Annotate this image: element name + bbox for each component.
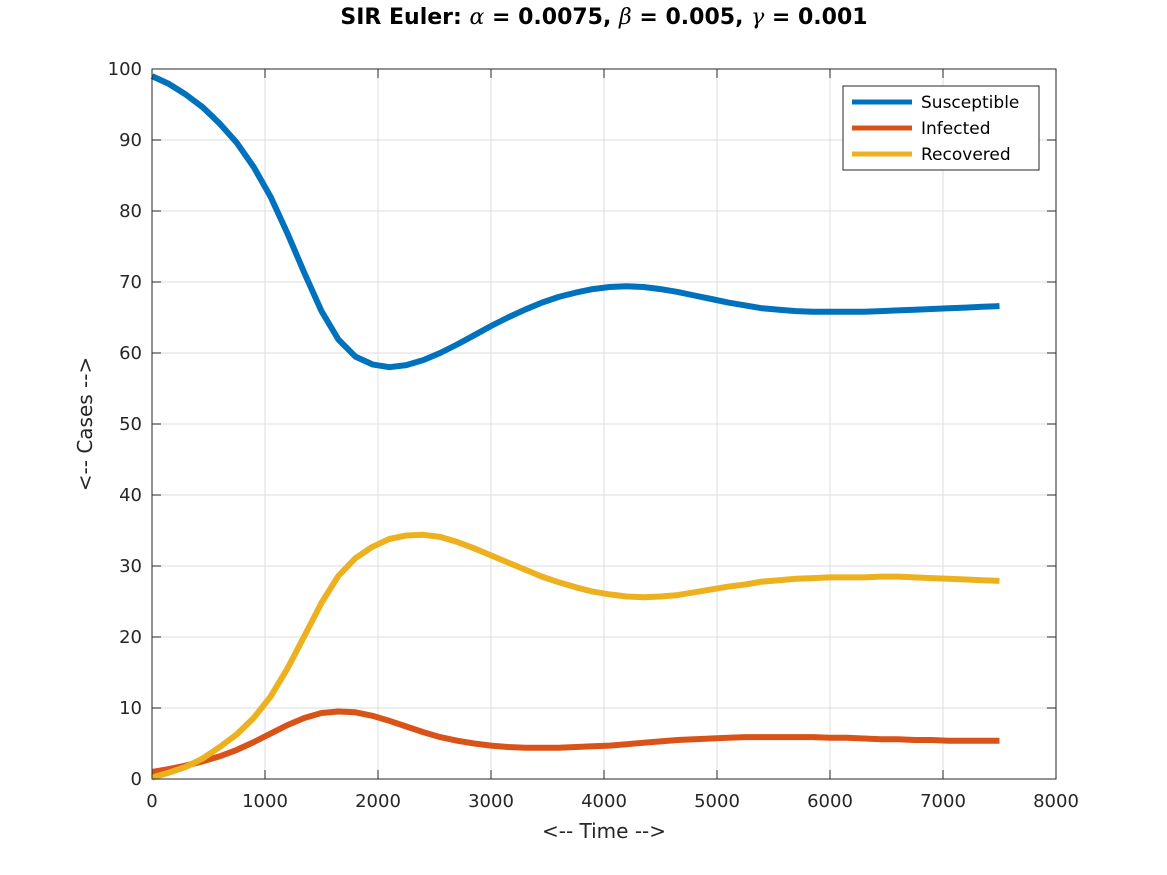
y-tick-label: 0 bbox=[131, 769, 142, 790]
series-line-recovered bbox=[151, 531, 1000, 781]
y-tick-label: 80 bbox=[119, 201, 142, 222]
title-prefix: SIR Euler: bbox=[340, 5, 469, 30]
x-tick-label: 3000 bbox=[468, 791, 514, 812]
chart-title: SIR Euler: α = 0.0075, β = 0.005, γ = 0.… bbox=[340, 5, 867, 30]
x-axis-label: <-- Time --> bbox=[542, 819, 666, 843]
y-tick-label: 70 bbox=[119, 272, 142, 293]
x-tick-label: 1000 bbox=[242, 791, 288, 812]
legend-label-recovered: Recovered bbox=[921, 145, 1011, 165]
tick-labels: 0 1000 2000 3000 4000 5000 6000 7000 8000 0 10 20 30… bbox=[108, 59, 1079, 812]
title-beta-symbol: β bbox=[618, 5, 632, 30]
y-tick-label: 50 bbox=[119, 414, 142, 435]
title-gamma-symbol: γ bbox=[751, 5, 765, 30]
title-alpha-text: = 0.0075, bbox=[484, 5, 619, 30]
x-tick-label: 6000 bbox=[807, 791, 853, 812]
y-tick-label: 100 bbox=[108, 59, 142, 80]
legend-label-susceptible: Susceptible bbox=[921, 93, 1019, 113]
x-tick-label: 4000 bbox=[581, 791, 627, 812]
x-tick-label: 7000 bbox=[920, 791, 966, 812]
x-tick-label: 5000 bbox=[694, 791, 740, 812]
y-tick-label: 60 bbox=[119, 343, 142, 364]
grid-lines bbox=[151, 68, 1057, 780]
x-tick-label: 8000 bbox=[1033, 791, 1079, 812]
y-tick-label: 10 bbox=[119, 698, 142, 719]
series-layer bbox=[150, 73, 1000, 781]
series-line-infected bbox=[151, 708, 1000, 775]
x-tick-label: 0 bbox=[146, 791, 157, 812]
title-beta-text: = 0.005, bbox=[632, 5, 751, 30]
y-tick-label: 40 bbox=[119, 485, 142, 506]
y-axis-label: <-- Cases --> bbox=[73, 357, 97, 491]
legend: Susceptible Infected Recovered bbox=[842, 85, 1040, 171]
axes bbox=[151, 68, 1057, 780]
series-line-susceptible bbox=[150, 73, 1000, 371]
x-tick-label: 2000 bbox=[355, 791, 401, 812]
title-gamma-text: = 0.001 bbox=[764, 5, 867, 30]
legend-label-infected: Infected bbox=[921, 119, 991, 139]
y-tick-label: 20 bbox=[119, 627, 142, 648]
y-tick-label: 90 bbox=[119, 130, 142, 151]
y-tick-label: 30 bbox=[119, 556, 142, 577]
title-alpha-symbol: α bbox=[469, 5, 484, 30]
